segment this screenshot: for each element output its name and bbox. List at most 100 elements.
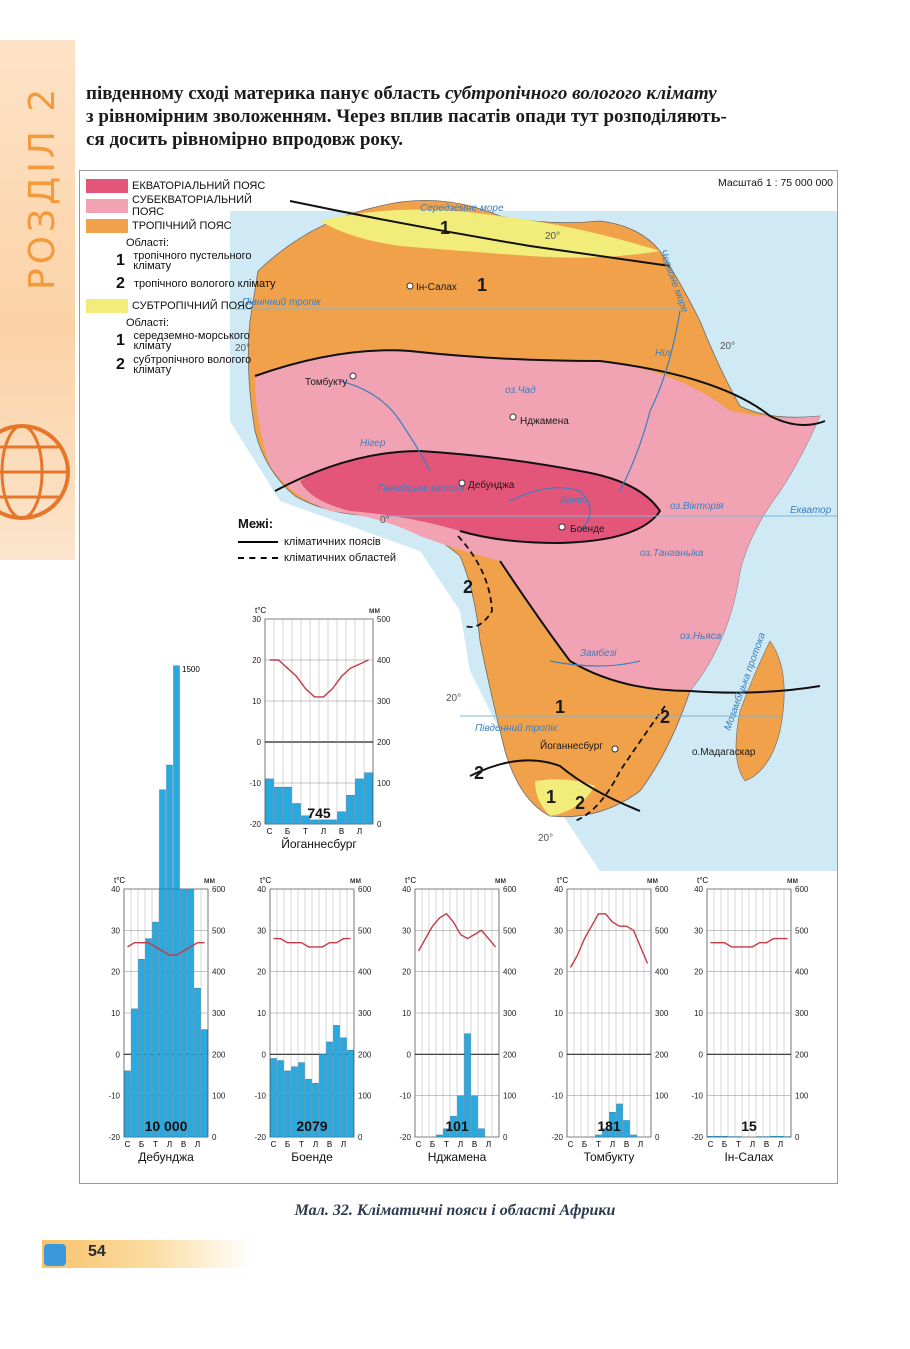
legend-num: 1 [116, 332, 125, 349]
deg-label: 20° [545, 231, 560, 242]
precip-tick-label: 600 [503, 885, 517, 894]
precip-bar [173, 888, 180, 1138]
month-tick-label: С [416, 1140, 422, 1149]
precip-bar [346, 795, 355, 825]
month-tick-label: Б [285, 1140, 290, 1149]
precip-bar [478, 1128, 485, 1138]
map-scale: Масштаб 1 : 75 000 000 [718, 177, 833, 189]
month-tick-label: Т [299, 1140, 304, 1149]
limits-legend: Межі: кліматичних поясів кліматичних обл… [238, 516, 396, 569]
subtropical-north [320, 209, 660, 258]
month-tick-label: Л [313, 1140, 318, 1149]
precip-tick-1500: 1500 [182, 665, 200, 674]
equatorial-belt [300, 451, 660, 543]
temp-tick-label: 30 [252, 615, 261, 624]
label-equator: Екватор [790, 505, 832, 516]
solid-line-sample [238, 541, 278, 543]
subtropical-swatch [86, 298, 128, 313]
total-precip-label: 15 [741, 1118, 757, 1134]
total-precip-label: 181 [597, 1118, 621, 1134]
precip-bar [277, 1060, 284, 1138]
month-tick-label: Л [341, 1140, 346, 1149]
temp-tick-label: 0 [257, 738, 262, 747]
temp-tick-label: 30 [111, 926, 120, 935]
month-tick-label: С [125, 1140, 131, 1149]
page-icon [44, 1244, 66, 1266]
precip-bar [355, 778, 364, 825]
region-number: 2 [463, 577, 473, 597]
month-tick-label: Л [486, 1140, 491, 1149]
precip-tick-label: 600 [358, 885, 372, 894]
precip-bar [595, 1134, 602, 1138]
month-tick-label: Б [582, 1140, 587, 1149]
temperature-line [273, 937, 351, 948]
precip-tick-label: 400 [503, 968, 517, 977]
precip-tick-label: 200 [503, 1050, 517, 1059]
precip-bar [333, 1025, 340, 1138]
boundary-equatorial [274, 449, 662, 545]
temp-unit-label: t°C [697, 876, 708, 885]
precip-tick-label: 400 [212, 968, 226, 977]
precip-bar [270, 1058, 277, 1138]
precip-tick-label: 200 [655, 1050, 669, 1059]
month-tick-label: Б [139, 1140, 144, 1149]
temp-tick-label: 20 [402, 968, 411, 977]
total-precip-label: 10 000 [145, 1118, 188, 1134]
temp-tick-label: 30 [402, 926, 411, 935]
legend-num: 1 [116, 252, 125, 269]
precip-unit-label: мм [204, 876, 215, 885]
label-mediterranean: Середземне море [420, 203, 504, 214]
precip-tick-label: 300 [655, 1009, 669, 1018]
precip-tick-label: 500 [503, 926, 517, 935]
precip-bar [274, 786, 283, 825]
precip-bar [777, 1135, 784, 1138]
precip-bar [707, 1135, 714, 1138]
month-tick-label: Л [458, 1140, 463, 1149]
month-tick-label: Т [444, 1140, 449, 1149]
precip-bar [326, 1041, 333, 1138]
precip-bar [265, 778, 274, 825]
precip-bar [152, 921, 159, 1138]
temp-tick-label: 0 [559, 1050, 564, 1059]
precip-tick-label: 0 [655, 1133, 660, 1142]
temp-tick-label: -20 [399, 1133, 411, 1142]
city-ndjamena: Нджамена [520, 416, 569, 427]
temp-tick-label: -10 [691, 1092, 703, 1101]
label-nyasa: оз.Ньяса [680, 631, 722, 642]
city-in-salah: Ін-Салах [416, 282, 457, 293]
subtropical-south [535, 779, 595, 816]
temp-tick-label: -10 [551, 1092, 563, 1101]
month-tick-label: Т [303, 827, 308, 836]
precip-bar [284, 1070, 291, 1138]
legend-regions-label: Області: [126, 237, 169, 249]
legend-num: 2 [116, 275, 125, 292]
precip-tick-label: 500 [358, 926, 372, 935]
precip-bar [436, 1134, 443, 1138]
precip-tick-label: 100 [212, 1092, 226, 1101]
temp-tick-label: 10 [402, 1009, 411, 1018]
precip-unit-label: мм [495, 876, 506, 885]
label-south-tropic: Південний тропік [475, 723, 559, 734]
boundary-subequatorial-north [254, 349, 826, 426]
precip-bar [347, 1050, 354, 1138]
precip-bar [714, 1135, 721, 1138]
precip-tick-label: 300 [377, 697, 391, 706]
month-tick-label: С [271, 1140, 277, 1149]
month-tick-label: Л [610, 1140, 615, 1149]
page-footer-bar [42, 1240, 252, 1268]
legend-regions-label: Області: [126, 317, 169, 329]
precip-tick-label: 0 [358, 1133, 363, 1142]
figure-caption: Мал. 32. Кліматичні пояси і області Афри… [294, 1202, 616, 1219]
map-labels-layer: Середземне море Червоне море Північний т… [235, 203, 832, 844]
station-title: Йоганнесбург [281, 836, 357, 851]
precip-unit-label: мм [350, 876, 361, 885]
station-title: Нджамена [428, 1150, 487, 1164]
label-zambezi: Замбезі [580, 647, 617, 659]
precip-unit-label: мм [787, 876, 798, 885]
precip-bar [283, 786, 292, 825]
station-title: Дебунджа [138, 1150, 194, 1164]
precip-bar [464, 1033, 471, 1138]
precip-bar [312, 1083, 319, 1138]
region-number: 1 [440, 218, 450, 238]
precip-bar [291, 1066, 298, 1138]
